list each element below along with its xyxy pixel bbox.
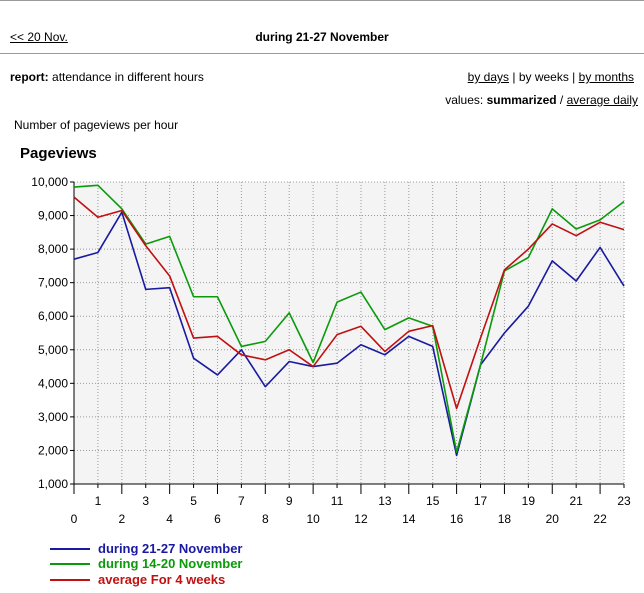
legend-label: average For 4 weeks xyxy=(98,572,225,587)
x-tick-label: 7 xyxy=(238,494,245,508)
pageviews-chart: Pageviews 1,000 2,000 3,000 4,000 5,000 6,000 7… xyxy=(20,145,631,587)
y-tick-label: 5,000 xyxy=(38,343,68,357)
chart-title: Pageviews xyxy=(20,145,97,162)
x-tick-label: 21 xyxy=(569,494,583,508)
value-mode-links: values: summarized / average daily xyxy=(445,93,638,107)
y-tick-label: 8,000 xyxy=(38,242,68,256)
report-label: report: xyxy=(10,70,49,84)
report-line: report: attendance in different hours xyxy=(10,70,204,84)
x-tick-label: 23 xyxy=(617,494,631,508)
y-tick-label: 4,000 xyxy=(38,376,68,390)
x-tick-label: 9 xyxy=(286,494,293,508)
y-tick-label: 2,000 xyxy=(38,443,68,457)
x-tick-label: 0 xyxy=(71,512,78,526)
x-tick-label: 19 xyxy=(522,494,536,508)
mode-separator: | xyxy=(509,70,519,84)
series-line-1 xyxy=(73,211,625,457)
series-line-3 xyxy=(73,196,625,410)
x-tick-label: 12 xyxy=(354,512,368,526)
header-bar: << 20 Nov. during 21-27 November xyxy=(0,0,644,54)
x-tick-label: 13 xyxy=(378,494,392,508)
by-days-link[interactable]: by days xyxy=(467,70,510,84)
y-tick-label: 7,000 xyxy=(38,276,68,290)
mode-separator: | xyxy=(568,70,579,84)
y-tick-label: 10,000 xyxy=(31,175,68,189)
average-daily-link[interactable]: average daily xyxy=(566,93,638,107)
y-tick-label: 3,000 xyxy=(38,410,68,424)
x-tick-label: 16 xyxy=(450,512,464,526)
series-line-2 xyxy=(73,184,625,453)
values-label: values: xyxy=(445,93,484,107)
summarized-text: summarized xyxy=(486,93,557,107)
values-separator: / xyxy=(556,93,567,107)
x-tick-label: 20 xyxy=(546,512,560,526)
x-tick-label: 18 xyxy=(498,512,512,526)
previous-period-link[interactable]: << 20 Nov. xyxy=(10,30,68,44)
by-months-link[interactable]: by months xyxy=(578,70,634,84)
x-tick-label: 6 xyxy=(214,512,221,526)
plot-area xyxy=(74,182,624,484)
chart-caption: Number of pageviews per hour xyxy=(14,118,179,132)
x-tick-label: 2 xyxy=(118,512,125,526)
by-weeks-text: by weeks xyxy=(518,70,569,84)
legend-label: during 14-20 November xyxy=(98,556,243,571)
x-tick-label: 14 xyxy=(402,512,416,526)
y-tick-label: 6,000 xyxy=(38,309,68,323)
y-tick-label: 1,000 xyxy=(38,477,68,491)
x-tick-label: 17 xyxy=(474,494,488,508)
x-tick-label: 3 xyxy=(142,494,149,508)
legend-label: during 21-27 November xyxy=(98,541,243,556)
x-tick-label: 4 xyxy=(166,512,173,526)
x-tick-label: 10 xyxy=(306,512,320,526)
report-name: attendance in different hours xyxy=(52,70,204,84)
x-tick-label: 22 xyxy=(593,512,607,526)
period-title: during 21-27 November xyxy=(255,30,389,44)
y-tick-label: 9,000 xyxy=(38,209,68,223)
x-tick-label: 8 xyxy=(262,512,269,526)
x-tick-label: 5 xyxy=(190,494,197,508)
x-tick-label: 1 xyxy=(95,494,102,508)
period-mode-links: by days | by weeks | by months xyxy=(468,70,634,84)
x-tick-label: 15 xyxy=(426,494,440,508)
x-tick-label: 11 xyxy=(331,494,344,508)
